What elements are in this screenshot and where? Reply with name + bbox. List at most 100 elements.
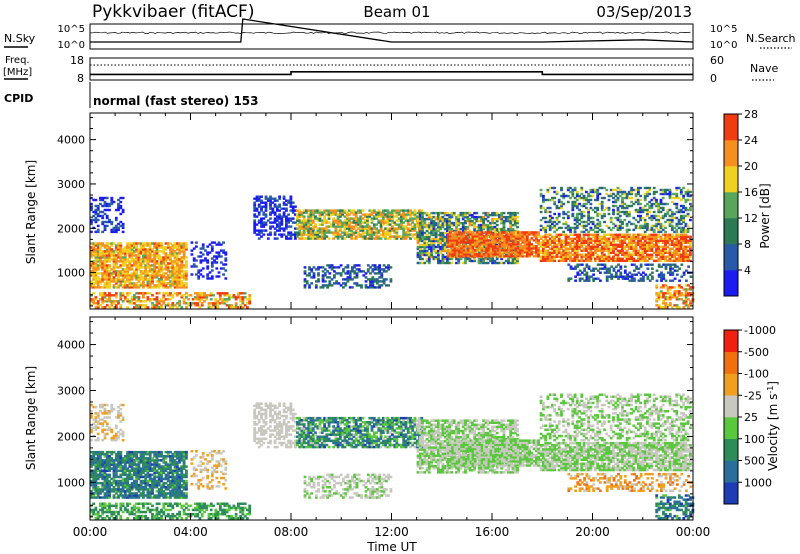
power-cell — [133, 294, 136, 297]
power-cell — [501, 233, 504, 236]
power-cell — [537, 249, 540, 252]
power-cell — [460, 239, 464, 242]
power-cell — [510, 245, 513, 248]
power-cell — [400, 209, 403, 212]
power-cell — [175, 302, 179, 305]
power-cell — [575, 241, 579, 244]
power-cell — [455, 251, 459, 254]
power-cell — [153, 268, 157, 271]
power-cell — [621, 241, 624, 244]
power-cell — [180, 284, 184, 287]
power-cell — [119, 306, 123, 309]
power-cell — [673, 257, 676, 260]
power-cell — [105, 278, 109, 281]
power-cell — [478, 237, 482, 240]
power-cell — [455, 243, 459, 246]
power-cell — [160, 244, 163, 247]
power-cell — [625, 257, 629, 260]
power-cell — [318, 227, 322, 230]
power-cell — [473, 245, 477, 248]
power-cell — [670, 200, 674, 204]
power-cell — [117, 244, 120, 247]
power-cell — [105, 300, 109, 303]
power-cell — [359, 209, 363, 212]
power-cell — [305, 229, 308, 232]
power-cell — [355, 272, 359, 275]
power-cell — [105, 242, 109, 245]
power-cell — [528, 243, 531, 246]
power-cell — [486, 235, 490, 239]
power-cell — [625, 224, 629, 228]
power-cell — [639, 214, 642, 218]
power-cell — [94, 218, 98, 222]
power-cell — [551, 259, 554, 262]
power-cell — [282, 195, 286, 198]
power-cell — [119, 296, 123, 299]
power-cell — [363, 221, 367, 224]
power-cell — [117, 286, 120, 289]
power-cell — [460, 237, 464, 240]
power-cell — [486, 215, 490, 219]
power-cell — [386, 227, 390, 230]
power-cell — [199, 259, 203, 262]
power-cell — [317, 280, 320, 283]
power-cell — [483, 253, 486, 256]
power-cell — [555, 239, 559, 242]
power-cell — [312, 274, 316, 277]
power-cell — [616, 228, 620, 232]
power-cell — [675, 253, 679, 256]
power-cell — [605, 259, 609, 262]
power-cell — [94, 302, 98, 305]
power-cell — [119, 250, 123, 253]
power-cell — [416, 219, 420, 223]
power-cell — [110, 300, 114, 303]
power-cell — [684, 257, 688, 260]
power-cell — [448, 225, 452, 229]
power-cell — [450, 211, 454, 215]
power-cell — [449, 241, 452, 244]
power-cell — [616, 198, 620, 202]
power-cell — [609, 220, 613, 224]
power-cell — [489, 231, 493, 234]
power-cell — [423, 251, 427, 255]
power-cell — [495, 217, 499, 221]
power-cell — [585, 224, 588, 228]
power-cell — [123, 282, 127, 285]
power-cell — [425, 211, 429, 215]
power-cell — [382, 278, 386, 281]
power-cell — [504, 215, 508, 219]
power-cell — [148, 246, 152, 249]
power-cell — [123, 254, 127, 257]
power-cell — [542, 200, 545, 204]
power-cell — [627, 214, 631, 218]
power-cell — [273, 217, 277, 220]
power-cell — [449, 231, 452, 234]
power-cell — [664, 212, 667, 216]
power-cell — [130, 272, 134, 275]
power-cell — [339, 221, 342, 224]
power-cell — [317, 278, 320, 281]
power-cell — [204, 259, 207, 262]
power-cell — [380, 268, 384, 271]
power-cell — [302, 237, 306, 240]
power-cell — [523, 245, 527, 248]
power-cell — [502, 225, 506, 229]
power-cell — [101, 272, 105, 275]
power-cell — [643, 249, 647, 252]
power-cell — [580, 192, 584, 196]
power-cell — [591, 220, 595, 224]
power-cell — [596, 237, 600, 240]
power-cell — [612, 235, 615, 238]
power-cell — [446, 211, 449, 215]
power-cell — [90, 220, 93, 224]
power-cell — [157, 292, 161, 295]
power-cell — [493, 213, 497, 217]
power-cell — [467, 233, 470, 236]
power-cell — [110, 268, 114, 271]
power-cell — [416, 211, 420, 215]
power-cell — [464, 253, 468, 256]
power-cell — [110, 222, 114, 226]
power-cell — [521, 251, 525, 254]
power-cell — [155, 272, 159, 275]
power-cell — [639, 226, 642, 230]
